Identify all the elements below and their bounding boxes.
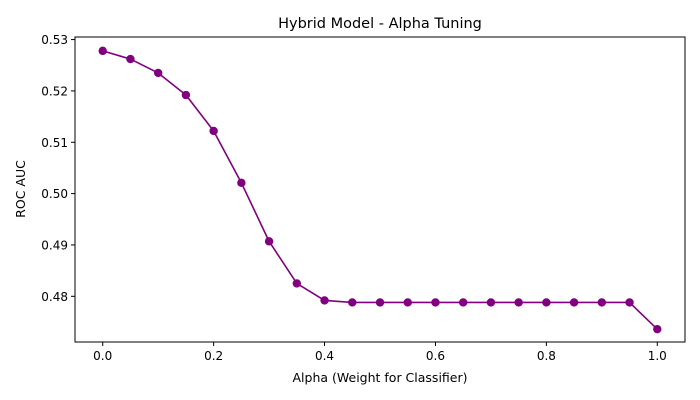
data-point [181, 90, 191, 100]
data-point [514, 298, 523, 307]
data-point [348, 298, 357, 307]
chart-title: Hybrid Model - Alpha Tuning [278, 16, 482, 32]
data-point [264, 237, 274, 246]
x-axis-label: Alpha (Weight for Classifier) [292, 370, 467, 385]
y-axis: 0.48 0.49 0.50 0.51 0.52 0.53 [41, 33, 75, 304]
y-tick-label: 0.51 [41, 136, 68, 150]
data-point [209, 126, 218, 136]
x-axis: 0.0 0.2 0.4 0.6 0.8 1.0 [93, 342, 667, 363]
y-tick-label: 0.50 [41, 187, 68, 201]
x-tick-label: 0.6 [426, 349, 445, 363]
data-point [431, 298, 440, 307]
y-axis-label: ROC AUC [13, 160, 28, 218]
x-tick-label: 0.0 [93, 349, 112, 363]
plot-frame [74, 36, 686, 343]
y-tick-label: 0.48 [41, 290, 68, 304]
data-point [375, 298, 385, 307]
data-point [403, 298, 412, 307]
x-tick-label: 0.8 [537, 349, 556, 363]
data-point [292, 279, 302, 288]
y-tick-label: 0.49 [41, 238, 68, 252]
data-point [542, 298, 551, 307]
y-tick-label: 0.52 [41, 84, 68, 98]
series-layer [98, 46, 662, 334]
data-point [625, 298, 634, 307]
x-tick-label: 1.0 [648, 349, 667, 363]
plot-area: 0.0 0.2 0.4 0.6 0.8 1.0 0.480.490.500.510.520… [41, 33, 686, 363]
data-point [653, 324, 662, 334]
data-point [486, 298, 496, 307]
data-point [126, 54, 135, 64]
x-tick-label: 0.2 [204, 349, 223, 363]
data-point [458, 298, 468, 307]
y-tick-label: 0.53 [41, 33, 68, 47]
data-point [237, 178, 246, 188]
data-point [569, 298, 579, 307]
data-point [98, 46, 107, 56]
x-tick-label: 0.4 [315, 349, 334, 363]
data-point [597, 298, 607, 307]
data-point [153, 68, 163, 78]
data-point [320, 296, 329, 305]
